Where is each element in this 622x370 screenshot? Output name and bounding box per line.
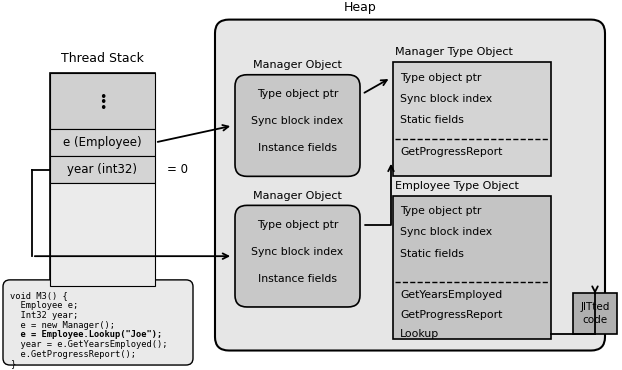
Text: Employee e;: Employee e;: [10, 301, 78, 310]
Text: Static fields: Static fields: [400, 115, 464, 125]
Text: Sync block index: Sync block index: [400, 228, 492, 238]
Text: Manager Object: Manager Object: [253, 191, 342, 201]
Text: Type object ptr: Type object ptr: [257, 89, 338, 99]
Text: GetYearsEmployed: GetYearsEmployed: [400, 290, 502, 300]
Bar: [50, 73, 155, 286]
FancyBboxPatch shape: [235, 205, 360, 307]
FancyBboxPatch shape: [235, 75, 360, 176]
Text: Employee Type Object: Employee Type Object: [395, 181, 519, 191]
Text: year = e.GetYearsEmployed();: year = e.GetYearsEmployed();: [10, 340, 167, 349]
Text: Sync block index: Sync block index: [400, 94, 492, 104]
Text: •: •: [99, 96, 106, 109]
Text: Thread Stack: Thread Stack: [61, 52, 144, 65]
Text: Instance fields: Instance fields: [258, 274, 337, 284]
Text: Int32 year;: Int32 year;: [10, 311, 78, 320]
Text: Lookup: Lookup: [400, 329, 439, 339]
Bar: [50, 183, 155, 286]
Text: Static fields: Static fields: [400, 249, 464, 259]
FancyBboxPatch shape: [215, 20, 605, 350]
Bar: [50, 156, 155, 183]
Text: e = Employee.Lookup("Joe");: e = Employee.Lookup("Joe");: [10, 330, 162, 339]
Text: JITted
code: JITted code: [580, 302, 610, 325]
Text: Heap: Heap: [343, 1, 376, 14]
Text: }: }: [10, 359, 16, 368]
Text: e.GetProgressReport();: e.GetProgressReport();: [10, 350, 136, 359]
Text: = 0: = 0: [167, 163, 188, 176]
Text: Instance fields: Instance fields: [258, 143, 337, 153]
Bar: [393, 196, 551, 339]
Text: e = new Manager();: e = new Manager();: [10, 320, 115, 330]
Text: Type object ptr: Type object ptr: [257, 220, 338, 230]
Text: •: •: [99, 102, 106, 115]
Text: Sync block index: Sync block index: [251, 247, 343, 257]
FancyBboxPatch shape: [3, 280, 193, 365]
Text: Manager Type Object: Manager Type Object: [395, 47, 513, 57]
Bar: [573, 293, 617, 334]
Text: GetProgressReport: GetProgressReport: [400, 147, 503, 157]
Text: Sync block index: Sync block index: [251, 116, 343, 126]
Text: Manager Object: Manager Object: [253, 60, 342, 70]
Text: year (int32): year (int32): [68, 163, 137, 176]
Text: Type object ptr: Type object ptr: [400, 73, 481, 83]
Text: e (Employee): e (Employee): [63, 136, 142, 149]
Bar: [393, 62, 551, 176]
Text: Type object ptr: Type object ptr: [400, 206, 481, 216]
Text: GetProgressReport: GetProgressReport: [400, 310, 503, 320]
Text: void M3() {: void M3() {: [10, 292, 68, 300]
Bar: [50, 129, 155, 156]
Text: •: •: [99, 91, 106, 104]
Bar: [50, 73, 155, 129]
